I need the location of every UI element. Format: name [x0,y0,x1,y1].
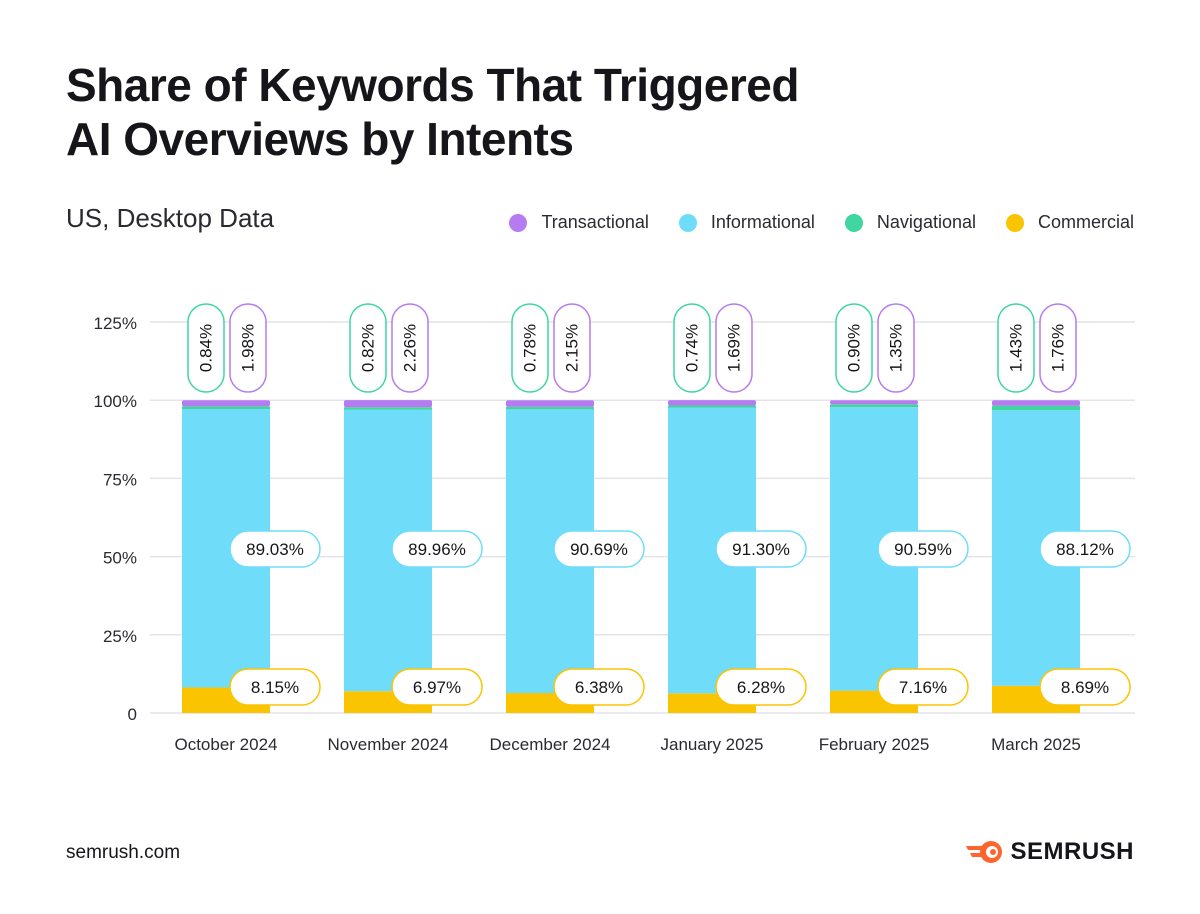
x-tick-label-5: March 2025 [991,735,1081,754]
chart-subtitle: US, Desktop Data [66,203,275,233]
label-pill-informational-3 [715,530,807,568]
data-label-navigational-4: 0.90% [845,324,864,372]
legend-label-commercial: Commercial [1037,212,1134,232]
bar-navigational-1 [344,407,432,410]
data-label-commercial-3: 6.28% [737,678,785,697]
legend-item-navigational: Navigational [844,212,976,233]
bar-transactional-1 [344,400,432,408]
data-label-informational-1: 89.96% [408,540,466,559]
data-label-commercial-0: 8.15% [251,678,299,697]
bar-transactional-3 [668,400,756,406]
y-tick-label-25: 25% [103,627,137,646]
chart-legend: Transactional Informational Navigational… [509,212,1134,233]
label-pill-transactional-0 [229,303,267,393]
data-label-commercial-2: 6.38% [575,678,623,697]
x-tick-label-4: February 2025 [819,735,930,754]
label-pill-transactional-1 [391,303,429,393]
footer-url: semrush.com [66,842,181,863]
data-label-transactional-2: 2.15% [563,324,582,372]
label-pill-navigational-5 [997,303,1035,393]
data-label-commercial-1: 6.97% [413,678,461,697]
y-tick-label-75: 75% [103,470,137,489]
legend-swatch-transactional [509,213,528,232]
legend-swatch-navigational [844,213,863,232]
semrush-wordmark: SEMRUSH [1010,838,1134,865]
data-label-navigational-5: 1.43% [1007,324,1026,372]
data-label-transactional-5: 1.76% [1049,324,1068,372]
chart-title-line-1: Share of Keywords That Triggered [66,59,799,111]
data-label-commercial-4: 7.16% [899,678,947,697]
y-tick-label-100: 100% [94,392,137,411]
label-pill-navigational-1 [349,303,387,393]
data-label-informational-2: 90.69% [570,540,628,559]
label-pill-informational-1 [391,530,483,568]
y-tick-label-125: 125% [94,314,137,333]
bar-transactional-4 [830,400,918,405]
data-label-commercial-5: 8.69% [1061,678,1109,697]
data-label-navigational-3: 0.74% [683,324,702,372]
legend-item-transactional: Transactional [509,212,649,233]
bar-transactional-0 [182,400,270,407]
bar-navigational-4 [830,404,918,408]
label-pill-informational-2 [553,530,645,568]
bar-navigational-0 [182,406,270,410]
label-pill-transactional-5 [1039,303,1077,393]
label-pill-transactional-2 [553,303,591,393]
chart-title-line-2: AI Overviews by Intents [66,113,574,165]
label-pill-commercial-5 [1039,668,1131,706]
x-tick-label-0: October 2024 [174,735,277,754]
label-pill-navigational-4 [835,303,873,393]
label-pill-informational-5 [1039,530,1131,568]
label-pill-transactional-3 [715,303,753,393]
label-pill-commercial-4 [877,668,969,706]
label-pill-commercial-0 [229,668,321,706]
legend-label-transactional: Transactional [541,212,649,232]
data-label-transactional-3: 1.69% [725,324,744,372]
legend-swatch-commercial [1005,213,1024,232]
label-pill-navigational-0 [187,303,225,393]
y-tick-label-50: 50% [103,549,137,568]
legend-label-navigational: Navigational [876,212,976,232]
data-label-transactional-0: 1.98% [239,324,258,372]
legend-item-informational: Informational [678,212,815,233]
data-label-transactional-4: 1.35% [887,324,906,372]
x-tick-label-1: November 2024 [328,735,449,754]
fireball-dot [990,849,997,855]
legend-label-informational: Informational [710,212,815,232]
legend-item-commercial: Commercial [1005,212,1134,233]
legend-swatch-informational [678,213,697,232]
data-label-navigational-2: 0.78% [521,324,540,372]
label-pill-commercial-3 [715,668,807,706]
bar-navigational-2 [506,406,594,410]
data-label-informational-0: 89.03% [246,540,304,559]
label-pill-navigational-3 [673,303,711,393]
semrush-fireball-icon [966,841,1003,863]
x-tick-label-3: January 2025 [660,735,763,754]
label-pill-transactional-4 [877,303,915,393]
label-pill-navigational-2 [511,303,549,393]
bar-navigational-3 [668,405,756,408]
y-tick-label-0: 0 [128,705,137,724]
data-label-informational-3: 91.30% [732,540,790,559]
label-pill-informational-4 [877,530,969,568]
data-label-transactional-1: 2.26% [401,324,420,372]
x-tick-label-2: December 2024 [490,735,611,754]
data-label-informational-4: 90.59% [894,540,952,559]
chart-title: Share of Keywords That Triggered AI Over… [66,58,966,166]
data-label-navigational-0: 0.84% [197,324,216,372]
label-pill-commercial-1 [391,668,483,706]
semrush-logo: SEMRUSH [964,838,1134,866]
data-label-navigational-1: 0.82% [359,324,378,372]
bar-transactional-2 [506,400,594,407]
label-pill-commercial-2 [553,668,645,706]
label-pill-informational-0 [229,530,321,568]
bar-navigational-5 [992,405,1080,411]
bar-transactional-5 [992,400,1080,406]
data-label-informational-5: 88.12% [1056,540,1114,559]
